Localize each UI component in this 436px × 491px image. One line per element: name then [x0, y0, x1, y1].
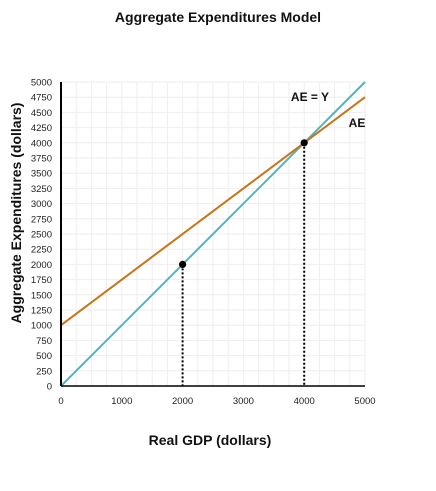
x-tick-label: 0: [58, 396, 63, 407]
y-tick-label: 3250: [31, 184, 52, 195]
y-tick-label: 5000: [31, 78, 52, 89]
y-tick-label: 4250: [31, 123, 52, 134]
y-tick-label: 250: [36, 366, 52, 377]
y-tick-label: 4750: [31, 93, 52, 104]
series-label-ae: AE: [349, 116, 366, 130]
y-tick-label: 1250: [31, 306, 52, 317]
x-tick-label: 2000: [172, 396, 193, 407]
x-tick-label: 4000: [294, 396, 315, 407]
x-axis-label: Real GDP (dollars): [148, 432, 272, 448]
y-tick-label: 2000: [31, 260, 52, 271]
y-tick-label: 2500: [31, 230, 52, 241]
y-tick-label: 4500: [31, 108, 52, 119]
y-tick-label: 3000: [31, 199, 52, 210]
series-label-ae-equals-y: AE = Y: [291, 90, 329, 104]
y-tick-label: 500: [36, 351, 52, 362]
y-tick-label: 2250: [31, 245, 52, 256]
y-tick-label: 0: [47, 382, 52, 393]
x-tick-label: 3000: [233, 396, 254, 407]
y-tick-label: 750: [36, 336, 52, 347]
data-point: [300, 139, 308, 147]
y-tick-label: 3750: [31, 154, 52, 165]
y-tick-label: 4000: [31, 138, 52, 149]
series-line: [60, 81, 366, 387]
x-tick-label: 1000: [111, 396, 132, 407]
y-tick-label: 2750: [31, 214, 52, 225]
y-tick-label: 1500: [31, 290, 52, 301]
y-tick-label: 1000: [31, 321, 52, 332]
y-tick-label: 1750: [31, 275, 52, 286]
series-line: [60, 96, 366, 327]
data-point: [179, 260, 187, 268]
y-axis-label: Aggregate Expenditures (dollars): [8, 102, 24, 324]
chart-title: Aggregate Expenditures Model: [114, 9, 322, 25]
x-tick-label: 5000: [354, 396, 375, 407]
y-tick-label: 3500: [31, 169, 52, 180]
